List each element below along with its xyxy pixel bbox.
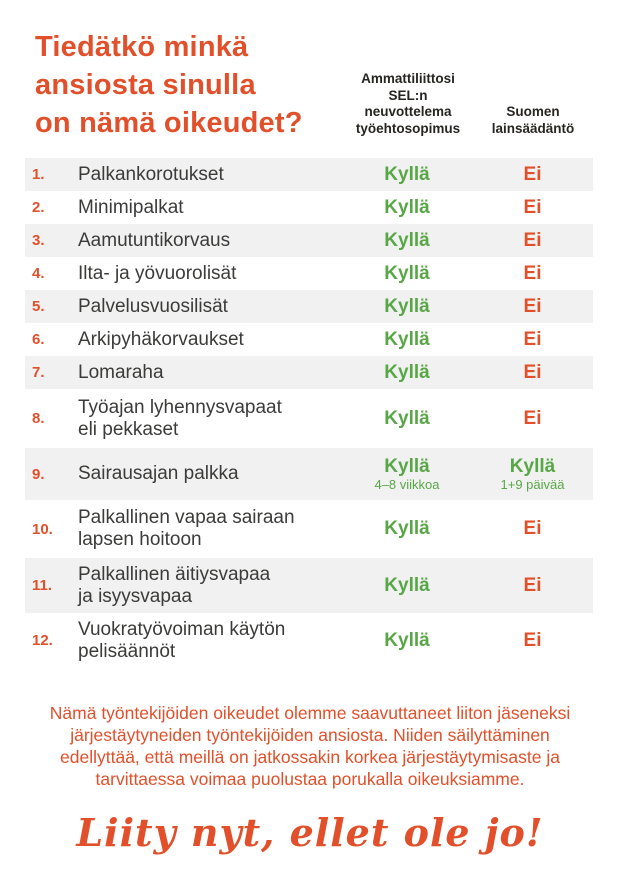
table-row: 8. Työajan lyhennysvapaat eli pekkaset K… (25, 389, 593, 448)
row-label: Työajan lyhennysvapaat eli pekkaset (78, 396, 282, 440)
law-value: Ei (523, 574, 542, 596)
column-header-law: Suomen lainsäädäntö (491, 104, 575, 136)
row-label: Ilta- ja yövuorolisät (78, 262, 237, 284)
union-value: Kyllä (384, 518, 430, 539)
table-row: 4. Ilta- ja yövuorolisät Kyllä Ei (25, 257, 593, 290)
union-value-group: Kyllä 4–8 viikkoa (342, 456, 472, 492)
law-value: Ei (523, 328, 542, 350)
row-label: Palvelusvuosilisät (78, 295, 228, 317)
row-number: 1. (32, 166, 45, 183)
row-label: Palkankorotukset (78, 163, 224, 185)
law-value: Ei (523, 629, 542, 651)
law-value: Ei (523, 229, 542, 251)
law-value: Ei (523, 163, 542, 185)
law-value: Ei (523, 295, 542, 317)
footer-paragraph: Nämä työntekijöiden oikeudet olemme saav… (49, 703, 571, 789)
row-number: 5. (32, 298, 45, 315)
row-label: Minimipalkat (78, 196, 184, 218)
union-value: Kyllä (384, 361, 430, 383)
row-number: 10. (32, 520, 53, 538)
table-row: 1. Palkankorotukset Kyllä Ei (25, 158, 593, 191)
law-value: Ei (523, 407, 542, 429)
union-value: Kyllä (384, 407, 430, 429)
union-value: Kyllä (384, 163, 430, 185)
table-row: 3. Aamutuntikorvaus Kyllä Ei (25, 224, 593, 257)
header: Tiedätkö minkä ansiosta sinulla on nämä … (0, 0, 620, 158)
table-row: 9. Sairausajan palkka Kyllä 4–8 viikkoa … (25, 448, 593, 500)
row-number: 11. (32, 577, 53, 594)
row-label: Vuokratyövoiman käytön pelisäännöt (78, 618, 286, 662)
column-header-union: Ammattiliittosi SEL:n neuvottelema työeh… (355, 71, 461, 136)
row-label: Aamutuntikorvaus (78, 229, 231, 251)
law-value: Ei (523, 361, 542, 383)
row-label: Palkallinen vapaa sairaan lapsen hoitoon (78, 507, 295, 550)
table-row: 6. Arkipyhäkorvaukset Kyllä Ei (25, 323, 593, 356)
cta-text: Liity nyt, ellet ole jo! (76, 810, 544, 855)
union-value: Kyllä (384, 196, 430, 218)
table-row: 11. Palkallinen äitiysvapaa ja isyysvapa… (25, 558, 593, 613)
union-value: Kyllä (384, 229, 430, 251)
union-value: Kyllä (384, 262, 430, 284)
union-note: 4–8 viikkoa (374, 477, 440, 492)
law-note: 1+9 päivää (500, 477, 565, 492)
row-number: 12. (32, 632, 53, 649)
table-row: 2. Minimipalkat Kyllä Ei (25, 191, 593, 224)
union-value: Kyllä (384, 456, 430, 477)
row-label: Arkipyhäkorvaukset (78, 328, 244, 350)
union-value: Kyllä (384, 629, 430, 651)
row-number: 7. (32, 364, 45, 381)
law-value-group: Kyllä 1+9 päivää (472, 456, 593, 492)
law-value: Ei (523, 518, 542, 539)
row-number: 6. (32, 331, 45, 348)
table-row: 5. Palvelusvuosilisät Kyllä Ei (25, 290, 593, 323)
law-value: Ei (523, 262, 542, 284)
row-number: 3. (32, 232, 45, 249)
union-value: Kyllä (384, 328, 430, 350)
table-row: 7. Lomaraha Kyllä Ei (25, 356, 593, 389)
row-number: 9. (32, 465, 45, 483)
union-value: Kyllä (384, 574, 430, 596)
union-value: Kyllä (384, 295, 430, 317)
row-number: 2. (32, 199, 45, 216)
row-label: Sairausajan palkka (78, 463, 239, 484)
law-value: Kyllä (509, 456, 556, 477)
row-label: Lomaraha (78, 361, 164, 383)
table-row: 12. Vuokratyövoiman käytön pelisäännöt K… (25, 613, 593, 668)
row-label: Palkallinen äitiysvapaa ja isyysvapaa (78, 563, 271, 607)
law-value: Ei (523, 196, 542, 218)
page-title: Tiedätkö minkä ansiosta sinulla on nämä … (35, 31, 303, 139)
table-row: 10. Palkallinen vapaa sairaan lapsen hoi… (25, 500, 593, 558)
row-number: 4. (32, 265, 45, 282)
rights-table: 1. Palkankorotukset Kyllä Ei 2. Minimipa… (25, 158, 593, 668)
row-number: 8. (32, 410, 45, 427)
